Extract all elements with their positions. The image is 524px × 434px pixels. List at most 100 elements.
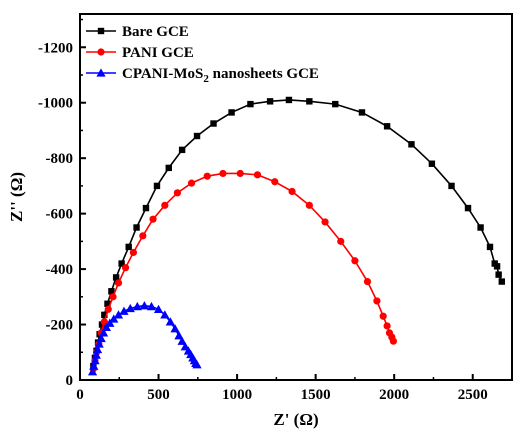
- data-point: [104, 305, 112, 313]
- data-point: [321, 218, 329, 226]
- data-point: [170, 324, 180, 333]
- data-point: [92, 344, 103, 354]
- legend-marker: [97, 27, 105, 35]
- data-point: [464, 204, 472, 212]
- series-2: [87, 301, 202, 376]
- legend-item: PANI GCE: [86, 45, 194, 61]
- data-point: [285, 96, 293, 104]
- data-point: [363, 277, 372, 286]
- data-point: [351, 257, 359, 265]
- data-point: [101, 311, 108, 319]
- data-point: [495, 271, 502, 278]
- data-point: [112, 274, 120, 281]
- data-point: [108, 288, 115, 295]
- data-point: [125, 303, 135, 313]
- y-tick-label: 0: [66, 373, 74, 389]
- legend-label: Bare GCE: [122, 24, 189, 40]
- data-point: [173, 189, 181, 197]
- x-tick-label: 1500: [301, 387, 331, 403]
- data-point: [165, 317, 175, 326]
- legend-label: PANI GCE: [122, 45, 194, 61]
- x-tick-label: 0: [76, 387, 84, 403]
- y-tick-label: -600: [46, 207, 74, 223]
- data-point: [129, 248, 138, 257]
- legend-label: CPANI-MoS2 nanosheets GCE: [122, 66, 319, 85]
- data-point: [139, 301, 150, 310]
- data-point: [90, 355, 100, 365]
- data-point: [210, 120, 217, 127]
- data-point: [114, 279, 123, 287]
- legend-marker: [96, 68, 106, 77]
- data-point: [153, 182, 161, 190]
- data-point: [109, 314, 119, 323]
- legend: Bare GCE PANI GCE CPANI-MoS2 nanosheets GC…: [86, 24, 319, 85]
- data-point: [177, 336, 187, 345]
- data-point: [133, 224, 140, 231]
- data-point: [104, 300, 111, 307]
- data-point: [247, 100, 254, 108]
- data-point: [132, 301, 142, 311]
- data-point: [139, 232, 147, 240]
- y-tick-label: -400: [46, 262, 74, 278]
- x-tick-label: 500: [147, 387, 170, 403]
- data-point: [94, 339, 104, 348]
- x-tick-label: 2000: [379, 387, 409, 403]
- data-point: [477, 224, 484, 231]
- data-point: [428, 160, 436, 167]
- data-point: [203, 172, 211, 180]
- data-point: [160, 310, 170, 319]
- data-point: [288, 187, 296, 196]
- data-point: [228, 109, 235, 116]
- x-axis-label: Z' (Ω): [273, 410, 318, 429]
- data-point: [91, 350, 101, 359]
- data-point: [109, 293, 117, 301]
- data-point: [142, 204, 150, 212]
- data-point: [373, 297, 381, 305]
- data-point: [161, 201, 169, 209]
- data-point: [358, 109, 366, 116]
- series-line: [92, 172, 395, 370]
- data-point: [383, 123, 391, 130]
- data-point: [165, 164, 172, 172]
- legend-item: CPANI-MoS2 nanosheets GCE: [86, 66, 319, 85]
- data-point: [119, 306, 129, 315]
- data-point: [448, 182, 455, 190]
- series-0: [90, 96, 505, 370]
- data-point: [498, 278, 505, 285]
- data-point: [118, 260, 125, 267]
- data-point: [305, 201, 313, 209]
- data-point: [105, 318, 115, 327]
- data-point: [306, 98, 313, 105]
- data-point: [113, 310, 124, 319]
- data-point: [486, 243, 494, 251]
- legend-item: Bare GCE: [86, 24, 189, 40]
- data-point: [337, 237, 345, 245]
- data-point: [236, 169, 244, 178]
- data-point: [219, 169, 227, 178]
- data-point: [187, 179, 196, 187]
- data-point: [96, 333, 106, 343]
- data-point: [98, 321, 106, 328]
- data-point: [192, 360, 202, 369]
- y-tick-label: -1000: [38, 96, 73, 112]
- data-point: [389, 337, 397, 345]
- data-point: [332, 100, 339, 108]
- y-axis-ticks: 0 -200 -400 -600 -800 -1000 -1200: [38, 18, 86, 389]
- data-point: [87, 367, 98, 376]
- data-point: [146, 301, 157, 311]
- data-point: [266, 98, 274, 105]
- data-point: [125, 243, 132, 251]
- data-point: [89, 361, 99, 370]
- data-point: [153, 304, 164, 313]
- x-tick-label: 1000: [222, 387, 252, 403]
- data-point: [408, 141, 415, 148]
- plot-frame: [79, 13, 513, 381]
- series-layer: [87, 96, 505, 376]
- data-point: [178, 146, 186, 154]
- data-point: [493, 263, 501, 270]
- data-point: [174, 331, 184, 340]
- data-point: [121, 264, 130, 272]
- legend-marker: [97, 48, 105, 56]
- data-point: [383, 322, 391, 330]
